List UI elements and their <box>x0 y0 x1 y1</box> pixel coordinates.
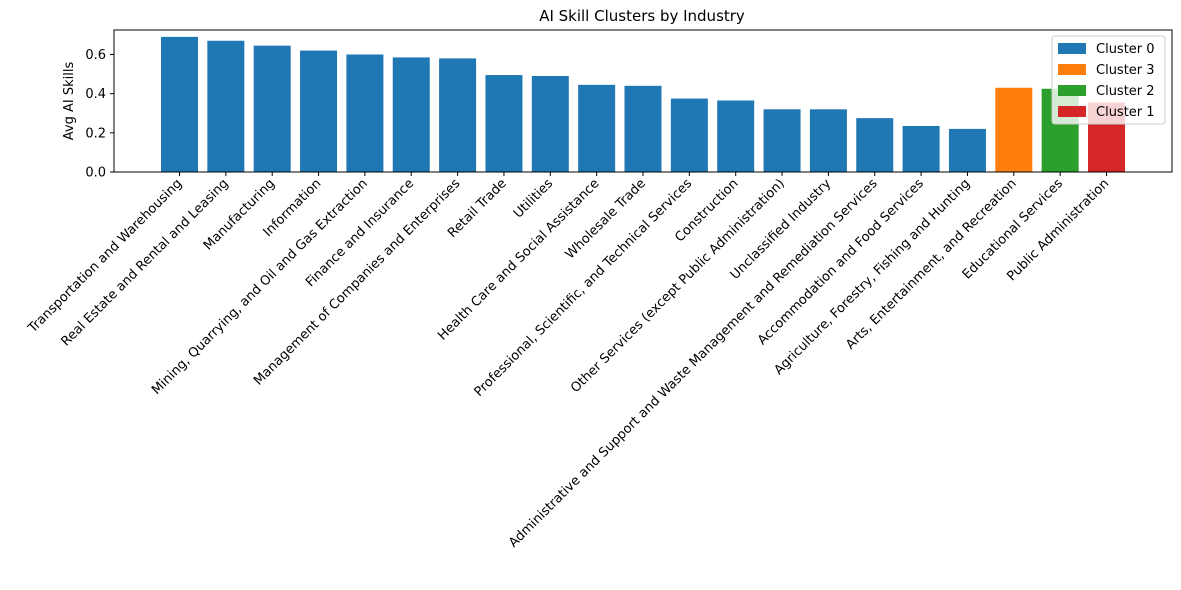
legend-swatch-1 <box>1058 64 1086 75</box>
legend-label-0: Cluster 0 <box>1096 42 1155 57</box>
bar-17 <box>948 128 986 172</box>
y-tick-label-2: 0.4 <box>85 87 106 102</box>
bar-13 <box>763 109 801 172</box>
chart-title: AI Skill Clusters by Industry <box>539 7 745 25</box>
legend-label-2: Cluster 2 <box>1096 84 1155 99</box>
x-tick-label-16: Accommodation and Food Services <box>755 176 927 348</box>
bar-4 <box>346 54 384 173</box>
bar-12 <box>717 100 755 172</box>
bar-16 <box>902 125 940 172</box>
bar-15 <box>856 118 894 172</box>
bar-14 <box>809 109 847 172</box>
bar-10 <box>624 85 662 172</box>
x-tick-label-4: Mining, Quarrying, and Oil and Gas Extra… <box>149 176 371 398</box>
bar-7 <box>485 75 523 172</box>
bar-2 <box>253 45 291 172</box>
bars-group <box>161 36 1125 173</box>
legend-box <box>1051 35 1166 125</box>
x-tick-label-13: Other Services (except Public Administra… <box>568 176 788 396</box>
legend-swatch-3 <box>1058 106 1086 117</box>
bar-8 <box>531 76 569 172</box>
y-tick-label-3: 0.6 <box>85 48 106 63</box>
bar-9 <box>578 84 616 172</box>
bar-18 <box>995 87 1033 172</box>
y-axis-label: Avg AI Skills <box>62 62 77 141</box>
x-tick-label-18: Arts, Entertainment, and Recreation <box>843 176 1019 352</box>
x-tick-label-9: Health Care and Social Assistance <box>435 176 602 343</box>
y-ticks-group: 0.0 0.2 0.4 0.6 <box>85 48 114 181</box>
bar-11 <box>670 98 708 172</box>
x-tick-label-11: Professional, Scientific, and Technical … <box>472 176 696 400</box>
bar-5 <box>392 57 430 172</box>
legend-swatch-0 <box>1058 43 1086 54</box>
x-tick-label-1: Real Estate and Rental and Leasing <box>58 176 231 349</box>
bar-3 <box>300 50 338 172</box>
bar-1 <box>207 40 245 172</box>
y-tick-label-0: 0.0 <box>85 166 106 181</box>
x-tick-label-10: Wholesale Trade <box>563 176 649 262</box>
x-tick-label-8: Utilities <box>511 176 556 221</box>
legend-label-3: Cluster 1 <box>1096 105 1155 120</box>
bar-0 <box>161 36 198 172</box>
legend: Cluster 0 Cluster 3 Cluster 2 Cluster 1 <box>1051 35 1166 125</box>
legend-label-1: Cluster 3 <box>1096 63 1155 78</box>
y-tick-label-1: 0.2 <box>85 126 106 141</box>
legend-swatch-2 <box>1058 85 1086 96</box>
plot-frame <box>113 29 1173 173</box>
bar-6 <box>439 58 477 172</box>
